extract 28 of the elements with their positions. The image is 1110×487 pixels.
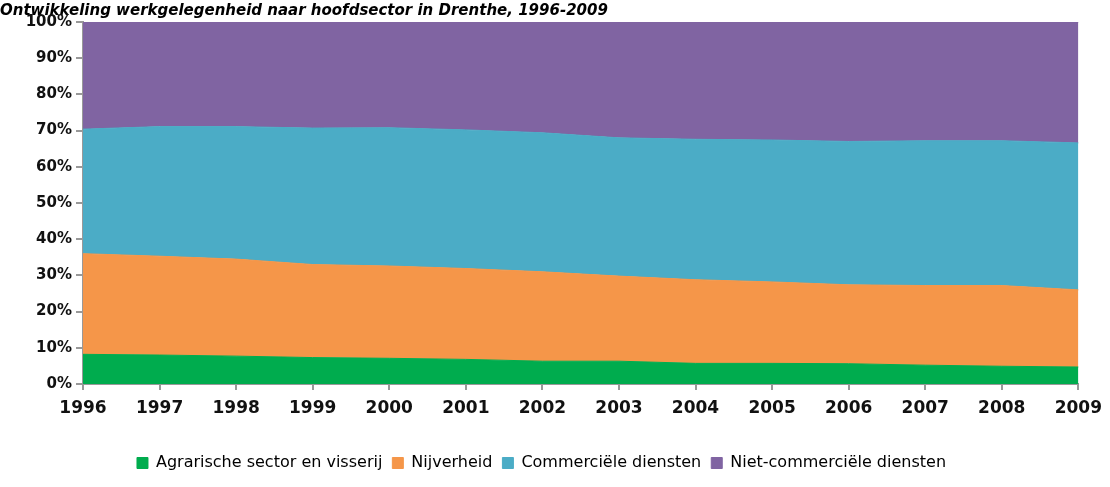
x-tick-label: 2005 bbox=[748, 396, 796, 417]
x-tick-label: 2008 bbox=[978, 396, 1026, 417]
legend-label: Nijverheid bbox=[411, 452, 493, 472]
legend-label: Agrarische sector en visserij bbox=[155, 452, 383, 472]
y-tick-label: 20% bbox=[36, 301, 72, 320]
x-tick-label: 1997 bbox=[135, 396, 184, 417]
y-tick-label: 40% bbox=[36, 229, 72, 248]
y-tick-label: 90% bbox=[36, 48, 72, 67]
y-tick-label: 70% bbox=[36, 120, 72, 139]
legend-label: Niet-commerciële diensten bbox=[730, 452, 947, 472]
y-tick-label: 50% bbox=[36, 192, 72, 211]
x-tick-label: 1998 bbox=[212, 396, 260, 417]
x-tick-label: 2007 bbox=[901, 396, 949, 417]
legend-label: Commerciële diensten bbox=[521, 452, 702, 472]
x-tick-label: 2009 bbox=[1054, 396, 1103, 417]
x-tick-label: 2006 bbox=[824, 396, 873, 417]
x-tick-label: 2000 bbox=[365, 396, 414, 417]
x-tick-label: 2002 bbox=[518, 396, 567, 417]
x-tick-label: 2003 bbox=[595, 396, 643, 417]
x-tick-label: 1996 bbox=[59, 396, 107, 417]
y-tick-label: 60% bbox=[36, 156, 72, 175]
y-tick-label: 10% bbox=[36, 337, 72, 356]
x-tick-label: 2001 bbox=[442, 396, 490, 417]
y-tick-label: 30% bbox=[36, 265, 72, 284]
x-tick-label: 1999 bbox=[289, 396, 337, 417]
y-tick-label: 0% bbox=[46, 373, 72, 392]
x-tick-label: 2004 bbox=[671, 396, 720, 417]
y-tick-label: 80% bbox=[36, 84, 72, 103]
